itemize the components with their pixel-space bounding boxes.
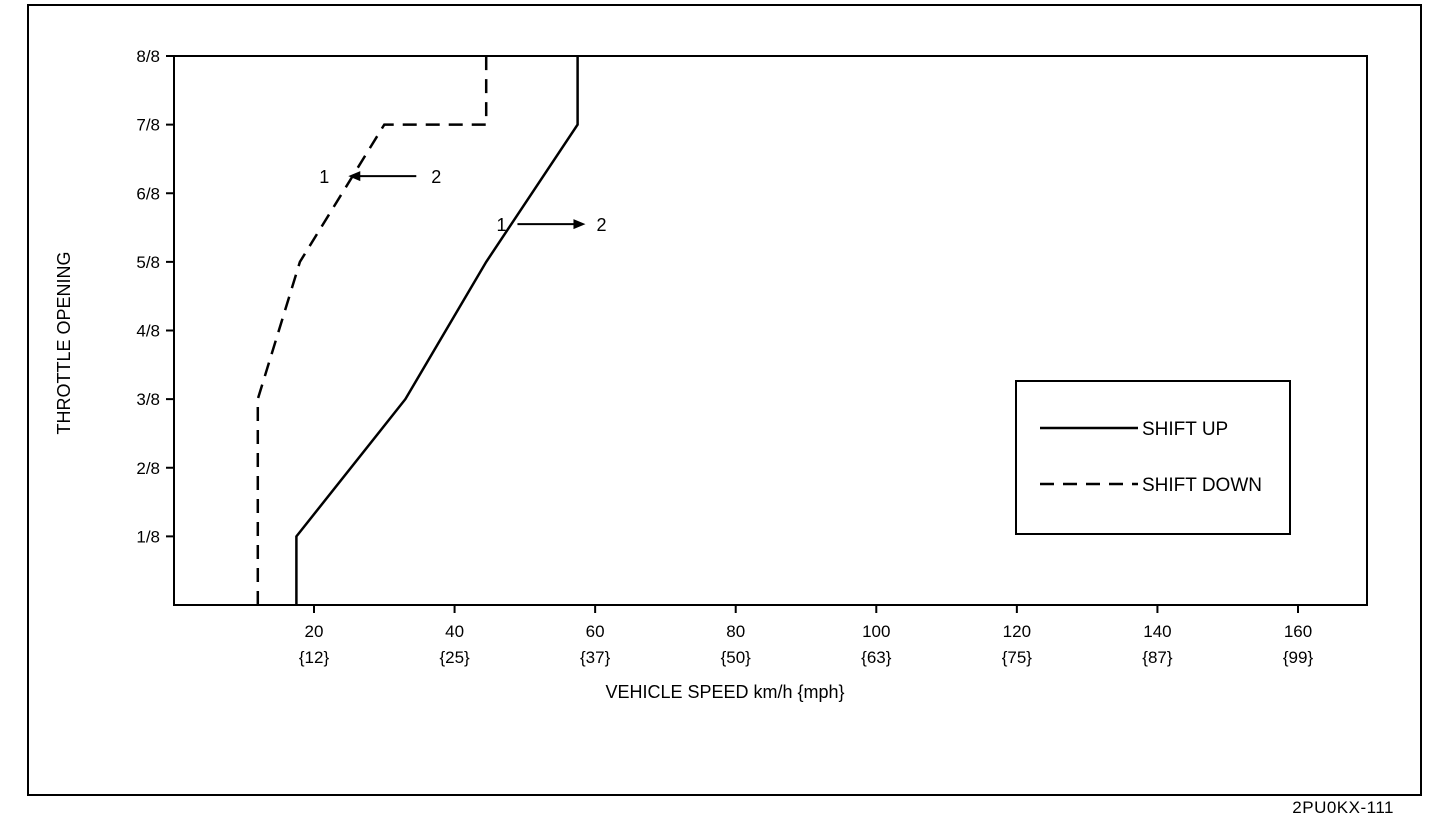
legend-label: SHIFT UP xyxy=(1142,419,1228,440)
x-tick-sublabel: {63} xyxy=(861,648,892,667)
y-tick-label: 7/8 xyxy=(136,116,160,135)
series-line-shift-up xyxy=(295,56,579,605)
arrow-left-icon xyxy=(348,171,361,182)
x-tick-label: 120 xyxy=(1003,622,1031,641)
x-tick-label: 80 xyxy=(726,622,745,641)
x-tick-sublabel: {37} xyxy=(580,648,611,667)
x-tick-label: 40 xyxy=(445,622,464,641)
y-tick-label: 6/8 xyxy=(136,184,160,203)
x-tick-label: 140 xyxy=(1143,622,1171,641)
x-tick-label: 60 xyxy=(586,622,605,641)
y-tick-label: 2/8 xyxy=(136,459,160,478)
x-tick-sublabel: {12} xyxy=(299,648,330,667)
figure-frame xyxy=(27,4,1422,796)
arrow-right-icon xyxy=(573,219,586,230)
y-tick-label: 4/8 xyxy=(136,322,160,341)
x-tick-sublabel: {99} xyxy=(1283,648,1314,667)
x-tick-sublabel: {87} xyxy=(1142,648,1173,667)
gear-label-to: 1 xyxy=(319,167,329,187)
y-tick-label: 5/8 xyxy=(136,253,160,272)
x-tick-label: 160 xyxy=(1284,622,1312,641)
y-tick-label: 1/8 xyxy=(136,527,160,546)
gear-label-from: 2 xyxy=(431,167,441,187)
x-tick-sublabel: {75} xyxy=(1002,648,1033,667)
document-code: 2PU0KX-111 xyxy=(1292,798,1394,817)
x-tick-label: 100 xyxy=(862,622,890,641)
gear-label-to: 2 xyxy=(596,215,606,235)
x-tick-label: 20 xyxy=(305,622,324,641)
y-tick-label: 8/8 xyxy=(136,47,160,66)
legend-box xyxy=(1015,380,1291,535)
y-axis-label: THROTTLE OPENING xyxy=(54,251,74,434)
series-line-shift-down xyxy=(256,56,488,605)
x-tick-sublabel: {50} xyxy=(721,648,752,667)
gear-label-from: 1 xyxy=(496,215,506,235)
x-axis-label: VEHICLE SPEED km/h {mph} xyxy=(605,682,844,702)
x-tick-sublabel: {25} xyxy=(439,648,470,667)
legend-label: SHIFT DOWN xyxy=(1142,475,1262,496)
y-tick-label: 3/8 xyxy=(136,390,160,409)
